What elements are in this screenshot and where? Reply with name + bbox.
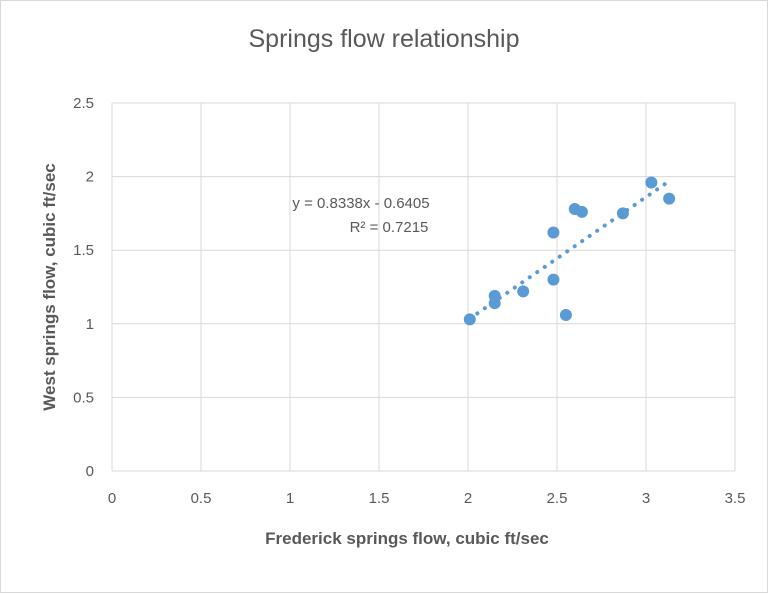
tick-labels: 0 0.5 1 1.5 2 2.5 3 3.5 0 0.5 1 1.5 2 2.5 (73, 95, 745, 507)
trendline-equation: y = 0.8338x - 0.6405 (292, 195, 429, 212)
y-tick-label: 1.5 (73, 242, 94, 259)
x-tick-label: 3.5 (725, 490, 746, 507)
gridlines (111, 102, 736, 472)
chart-title: Springs flow relationship (249, 25, 520, 53)
x-tick-label: 3 (642, 490, 650, 507)
y-tick-label: 2.5 (73, 95, 94, 112)
data-point (463, 313, 476, 326)
data-point (559, 308, 572, 321)
trendline-line (467, 179, 672, 321)
data-point (517, 285, 530, 298)
y-tick-label: 2 (86, 169, 94, 186)
y-tick-label: 0.5 (73, 389, 94, 406)
y-tick-label: 1 (86, 316, 94, 333)
x-tick-label: 2.5 (547, 490, 568, 507)
x-tick-label: 1.5 (369, 490, 390, 507)
data-point (663, 192, 676, 205)
x-tick-label: 1 (286, 490, 294, 507)
data-point (547, 273, 560, 286)
x-tick-label: 2 (464, 490, 472, 507)
data-points (463, 176, 676, 326)
x-axis-title: Frederick springs flow, cubic ft/sec (265, 529, 549, 548)
y-axis-title: West springs flow, cubic ft/sec (40, 163, 59, 411)
data-point (645, 176, 658, 189)
x-tick-label: 0.5 (191, 490, 212, 507)
data-point (488, 297, 501, 310)
trendline-r-squared: R² = 0.7215 (350, 219, 429, 236)
data-point (575, 205, 588, 218)
x-tick-label: 0 (108, 490, 116, 507)
trendline (467, 179, 672, 321)
data-point (547, 226, 560, 239)
data-point (616, 207, 629, 220)
y-tick-label: 0 (86, 463, 94, 480)
